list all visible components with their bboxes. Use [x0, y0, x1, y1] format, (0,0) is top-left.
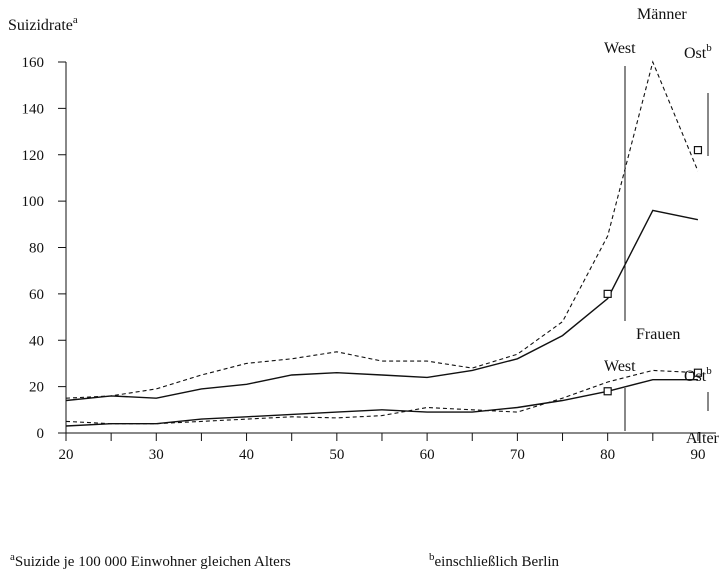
footnote-a: aSuizide je 100 000 Einwohner gleichen A…	[10, 551, 291, 571]
frauen-label: Frauen	[636, 326, 680, 343]
y-axis-ticks: 0 20 40 60 80 100 120 140 160	[22, 55, 66, 442]
x-axis-title: Alter	[686, 430, 720, 447]
y-tick-label-20: 20	[29, 380, 44, 396]
ost-maenner-footnote-mark: b	[706, 42, 712, 54]
markers-layer	[603, 146, 703, 396]
series-layer	[65, 60, 699, 427]
x-tick-label-90: 90	[690, 447, 705, 463]
y-tick-label-140: 140	[22, 101, 45, 117]
marker-ost-m	[693, 146, 703, 155]
west-frauen-label: West	[604, 358, 636, 375]
marker-west-m	[603, 289, 612, 298]
y-axis-title: Suizidratea	[8, 14, 78, 34]
y-axis-title-text: Suizidrate	[8, 17, 73, 34]
y-tick-label-120: 120	[22, 148, 45, 164]
footnote-b: beinschließlich Berlin	[429, 551, 559, 571]
footnote-b-text: einschließlich Berlin	[434, 554, 560, 570]
y-tick-label-80: 80	[29, 241, 44, 257]
y-tick-label-160: 160	[22, 55, 45, 71]
series-line-maenner-west	[65, 209, 699, 402]
footnote-b-mark: b	[429, 551, 435, 563]
ost-maenner-label: Ostb	[684, 42, 712, 62]
y-tick-label-40: 40	[29, 333, 44, 349]
y-tick-label-60: 60	[29, 287, 44, 303]
series-line-frauen-west	[65, 379, 698, 427]
x-tick-label-40: 40	[239, 447, 254, 463]
x-tick-label-60: 60	[420, 447, 435, 463]
x-tick-label-20: 20	[59, 447, 74, 463]
y-axis-title-footnote-mark: a	[73, 14, 78, 26]
series-line-frauen-ost	[65, 369, 698, 425]
west-maenner-label: West	[604, 40, 636, 57]
marker-west-f	[603, 387, 612, 396]
x-tick-label-80: 80	[600, 447, 615, 463]
x-tick-label-30: 30	[149, 447, 164, 463]
y-tick-label-100: 100	[22, 194, 45, 210]
x-tick-label-50: 50	[329, 447, 344, 463]
x-axis-ticks: 20 30 40 50 60 70 80 90	[59, 433, 705, 463]
ost-frauen-label: Ostb	[684, 365, 712, 385]
footnote-a-mark: a	[10, 551, 15, 563]
ost-maenner-label-text: Ost	[684, 45, 707, 62]
x-tick-label-70: 70	[510, 447, 525, 463]
marker-ost-f	[693, 368, 703, 377]
y-tick-label-0: 0	[37, 426, 45, 442]
series-line-maenner-ost	[65, 60, 699, 399]
ost-frauen-footnote-mark: b	[706, 365, 712, 377]
ost-frauen-label-text: Ost	[684, 368, 707, 385]
footnote-a-text: Suizide je 100 000 Einwohner gleichen Al…	[14, 554, 291, 570]
maenner-label: Männer	[637, 6, 687, 23]
